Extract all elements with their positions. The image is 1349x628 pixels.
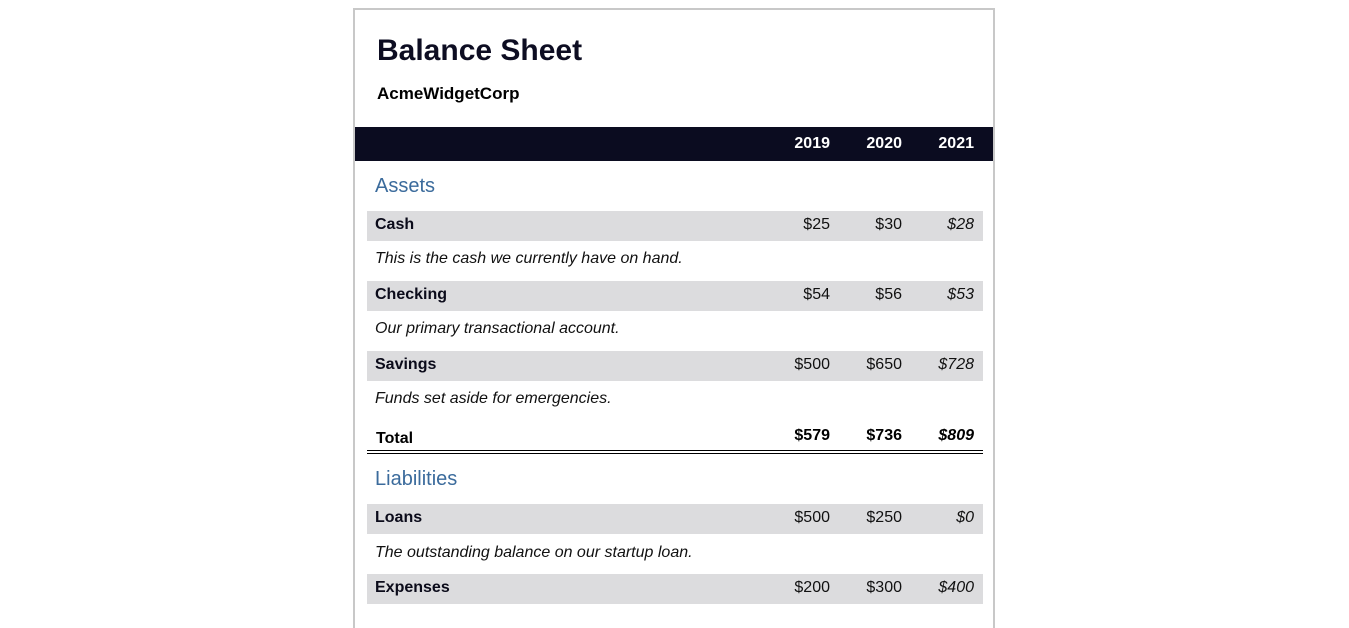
balance-sheet: Balance Sheet AcmeWidgetCorp 2019 2020 2…	[353, 8, 995, 628]
section-title-assets: Assets	[375, 175, 436, 197]
value-2021: $0	[956, 509, 974, 526]
table-row-expenses: Expenses $200 $300 $400	[367, 574, 983, 604]
value-2020: $56	[875, 286, 902, 303]
row-label: Savings	[375, 356, 437, 373]
table-row-cash: Cash $25 $30 $28	[367, 211, 983, 241]
row-description-cash: This is the cash we currently have on ha…	[375, 250, 683, 267]
value-2019: $54	[803, 286, 830, 303]
value-2019: $500	[794, 509, 830, 526]
table-row-loans: Loans $500 $250 $0	[367, 504, 983, 534]
value-2021: $53	[947, 286, 974, 303]
table-row-checking: Checking $54 $56 $53	[367, 281, 983, 311]
value-2021: $728	[938, 356, 974, 373]
total-label: Total	[376, 430, 414, 447]
total-2019: $579	[794, 427, 830, 444]
row-label: Checking	[375, 286, 448, 303]
row-description-checking: Our primary transactional account.	[375, 320, 620, 337]
table-row-total: Total $579 $736 $809	[367, 424, 983, 454]
row-description-loans: The outstanding balance on our startup l…	[375, 544, 693, 561]
value-2021: $28	[947, 216, 974, 233]
total-2020: $736	[866, 427, 902, 444]
section-title-liabilities: Liabilities	[375, 468, 458, 490]
value-2019: $25	[803, 216, 830, 233]
value-2020: $300	[866, 579, 902, 596]
row-label: Loans	[375, 509, 423, 526]
page-title: Balance Sheet	[377, 34, 583, 67]
value-2020: $650	[866, 356, 902, 373]
row-label: Cash	[375, 216, 415, 233]
value-2020: $250	[866, 509, 902, 526]
value-2021: $400	[938, 579, 974, 596]
year-header-2019: 2019	[794, 135, 830, 152]
value-2020: $30	[875, 216, 902, 233]
value-2019: $500	[794, 356, 830, 373]
table-row-savings: Savings $500 $650 $728	[367, 351, 983, 381]
company-name: AcmeWidgetCorp	[377, 84, 520, 103]
year-header: 2019 2020 2021	[355, 127, 993, 161]
value-2019: $200	[794, 579, 830, 596]
row-label: Expenses	[375, 579, 450, 596]
row-description-savings: Funds set aside for emergencies.	[375, 390, 612, 407]
total-2021: $809	[938, 427, 974, 444]
year-header-2021: 2021	[938, 135, 974, 152]
year-header-2020: 2020	[866, 135, 902, 152]
